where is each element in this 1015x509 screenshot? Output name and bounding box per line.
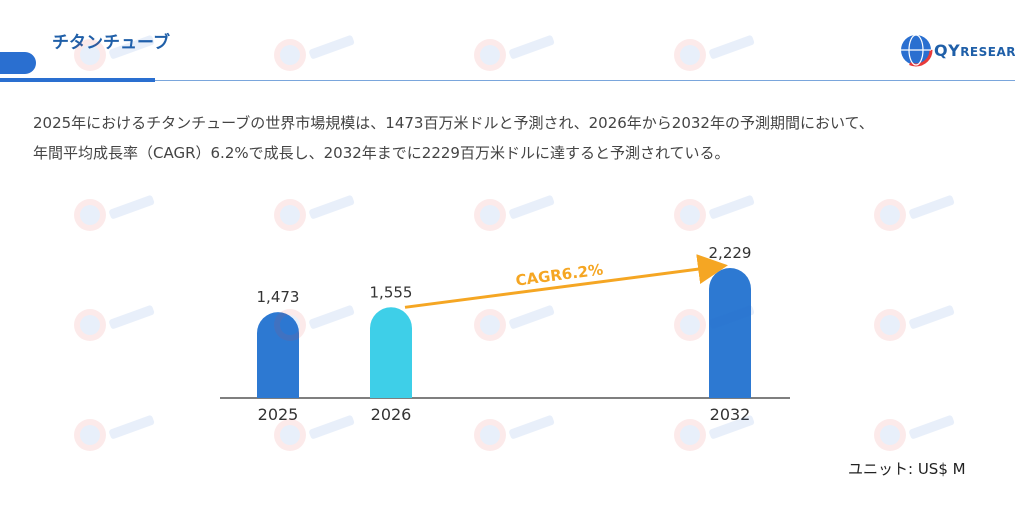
bar-2025 bbox=[257, 312, 299, 398]
tick-label-2032: 2032 bbox=[710, 405, 751, 424]
value-label-2025: 1,473 bbox=[257, 288, 300, 306]
tick-label-2025: 2025 bbox=[258, 405, 299, 424]
brand-logo: QYRESEARCH bbox=[898, 30, 1015, 70]
unit-label: ユニット: US$ M bbox=[848, 460, 966, 478]
bar-2032 bbox=[709, 268, 751, 398]
value-label-2032: 2,229 bbox=[709, 244, 752, 262]
summary-line-1: 2025年におけるチタンチューブの世界市場規模は、1473百万米ドルと予測され、… bbox=[33, 114, 874, 132]
cagr-label: CAGR6.2% bbox=[515, 260, 605, 289]
tick-label-2026: 2026 bbox=[371, 405, 412, 424]
cagr-arrow bbox=[404, 254, 728, 309]
header-divider bbox=[155, 80, 1015, 81]
page-title: チタンチューブ bbox=[52, 33, 170, 53]
summary-line-2: 年間平均成長率（CAGR）6.2%で成長し、2032年までに2229百万米ドルに… bbox=[33, 144, 730, 162]
summary-text: 2025年におけるチタンチューブの世界市場規模は、1473百万米ドルと予測され、… bbox=[33, 108, 993, 168]
logo-text: QYRESEARCH bbox=[934, 40, 1015, 60]
header-accent-line bbox=[0, 78, 155, 82]
value-label-2026: 1,555 bbox=[370, 283, 413, 301]
globe-logo-icon bbox=[899, 33, 933, 67]
header-accent-tab bbox=[0, 52, 36, 74]
bar-2026 bbox=[370, 307, 412, 398]
